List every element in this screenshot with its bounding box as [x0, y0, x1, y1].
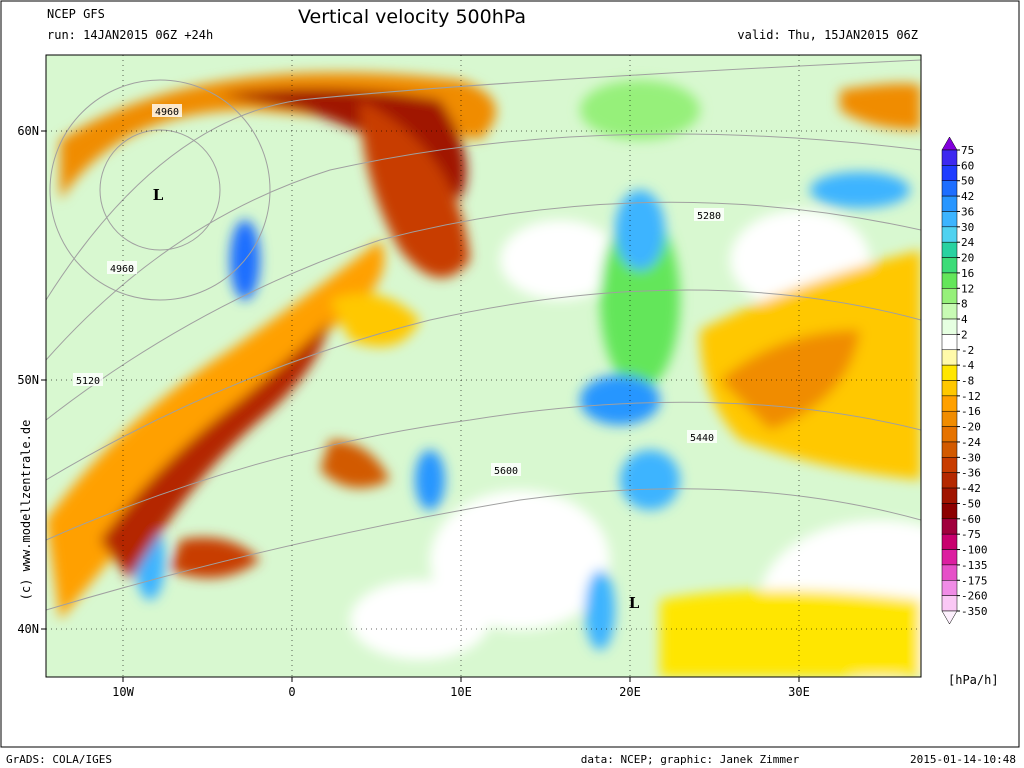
contour-label: 4960 [110, 264, 134, 275]
colorbar-label: 20 [961, 252, 974, 265]
colorbar-label: -16 [961, 405, 981, 418]
colorbar-box [941, 211, 958, 228]
colorbar-label: -20 [961, 421, 981, 434]
colorbar-box [941, 334, 958, 351]
colorbar-box [941, 165, 958, 181]
colorbar-box [941, 364, 958, 381]
colorbar-label: -50 [961, 497, 981, 510]
colorbar-box [941, 564, 958, 581]
lon-tick-label: 10E [450, 685, 472, 699]
colorbar-box [941, 180, 958, 197]
colorbar-label: 16 [961, 267, 974, 280]
colorbar-label: 75 [961, 144, 974, 157]
lat-tick-label: 60N [17, 124, 39, 138]
colorbar-label: 50 [961, 175, 974, 188]
contour-label-bg [73, 373, 103, 386]
contour-label-bg [694, 208, 724, 221]
colorbar-box [941, 549, 958, 566]
colorbar-label: -4 [961, 359, 975, 372]
contour-label: 5440 [690, 433, 714, 444]
colorbar-label: -175 [961, 574, 988, 587]
colorbar-label: 42 [961, 190, 974, 203]
title: Vertical velocity 500hPa [298, 6, 526, 28]
colorbar-box [941, 457, 958, 473]
colorbar-label: -60 [961, 513, 981, 526]
valid: valid: Thu, 15JAN2015 06Z [737, 28, 918, 42]
map-field [46, 55, 921, 677]
lon-tick-label: 10W [112, 685, 134, 699]
colorbar-box [941, 303, 958, 320]
footer-software: GrADS: COLA/IGES [6, 753, 112, 766]
lon-tick-label: 0 [288, 685, 295, 699]
colorbar-label: 36 [961, 205, 974, 218]
contour-label: 5280 [697, 211, 721, 222]
colorbar-label: -36 [961, 467, 981, 480]
colorbar-box [941, 503, 958, 520]
colorbar-label: 60 [961, 159, 974, 172]
colorbar-box [941, 410, 958, 427]
contour-label: 5120 [76, 376, 100, 387]
colorbar-label: -30 [961, 451, 981, 464]
colorbar-box [941, 533, 958, 550]
map-border [45, 54, 922, 678]
lon-tick-label: 30E [788, 685, 810, 699]
colorbar-label: -12 [961, 390, 981, 403]
colorbar-box [941, 426, 958, 443]
colorbar-box [941, 257, 958, 274]
contour-label: 5600 [494, 466, 518, 477]
colorbar-label: -135 [961, 559, 988, 572]
colorbar-box [941, 487, 958, 504]
contour-label-bg [152, 104, 182, 117]
colorbar-box [941, 595, 958, 612]
colorbar-label: -260 [961, 590, 988, 603]
colorbar-label: -100 [961, 544, 988, 557]
footer-timestamp: 2015-01-14-10:48 [910, 753, 1016, 766]
run: run: 14JAN2015 06Z +24h [47, 28, 213, 42]
colorbar-box [941, 518, 958, 535]
colorbar-label: -42 [961, 482, 981, 495]
model: NCEP GFS [47, 7, 105, 21]
footer-credits: data: NCEP; graphic: Janek Zimmer [581, 753, 800, 766]
pressure-label: L [153, 186, 164, 204]
pressure-label: L [629, 594, 640, 612]
colorbar-box [941, 288, 958, 304]
colorbar-end [941, 610, 958, 625]
colorbar-label: -350 [961, 605, 988, 618]
lat-tick-label: 40N [17, 622, 39, 636]
colorbar-box [941, 226, 958, 243]
colorbar-box [941, 441, 958, 458]
colorbar-box [941, 149, 958, 166]
colorbar-box [941, 395, 958, 412]
colorbar-box [941, 318, 958, 335]
colorbar-label: -8 [961, 375, 974, 388]
colorbar-label: 24 [961, 236, 975, 249]
colorbar-box [941, 580, 958, 596]
lat-tick-label: 50N [17, 373, 39, 387]
contour-label: 4960 [155, 107, 179, 118]
colorbar-box [941, 472, 958, 489]
colorbar-unit: [hPa/h] [948, 673, 999, 687]
colorbar-label: -24 [961, 436, 981, 449]
contour-label-bg [687, 430, 717, 443]
colorbar-label: -2 [961, 344, 974, 357]
colorbar-label: 30 [961, 221, 974, 234]
colorbar-box [941, 241, 958, 258]
colorbar-box [941, 380, 958, 397]
contour-label-bg [491, 463, 521, 476]
colorbar-label: 12 [961, 282, 974, 295]
colorbar-label: 8 [961, 298, 968, 311]
colorbar-box [941, 272, 958, 289]
copyright: (c) www.modellzentrale.de [19, 420, 33, 601]
colorbar-label: -75 [961, 528, 981, 541]
colorbar-box [941, 195, 958, 212]
colorbar-label: 4 [961, 313, 968, 326]
colorbar-box [941, 349, 958, 366]
contour-label-bg [107, 261, 137, 274]
lon-tick-label: 20E [619, 685, 641, 699]
colorbar-label: 2 [961, 328, 968, 341]
